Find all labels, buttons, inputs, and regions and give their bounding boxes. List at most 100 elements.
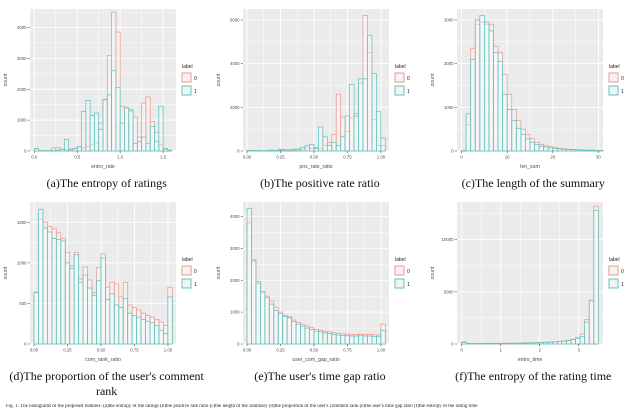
subplot-c-caption: (c)The length of the summary: [461, 176, 605, 190]
svg-text:1000: 1000: [17, 261, 27, 266]
svg-text:entro_rate: entro_rate: [91, 164, 115, 170]
histogram-len-sum-plot: 0 1000 2000 3000 0 10 20 30 len_sum count label 0 1: [427, 3, 640, 175]
histogram-pos-rate-ratio-plot: 0 2000 4000 6000 0.00 0.25 0.50 0.75 1.00 pos_rat…: [213, 3, 426, 175]
svg-text:count: count: [3, 73, 9, 86]
svg-text:1: 1: [194, 282, 197, 288]
svg-text:3: 3: [577, 348, 580, 353]
svg-text:0: 0: [407, 76, 410, 82]
svg-text:0: 0: [621, 269, 624, 275]
svg-text:0.00: 0.00: [243, 348, 252, 353]
histogram-svg: 0 500 1000 1500 0.00 0.25 0.50 0.75 1.00 com_rank…: [3, 202, 197, 363]
svg-text:pos_rate_ratio: pos_rate_ratio: [300, 164, 333, 170]
svg-text:0: 0: [24, 342, 27, 347]
svg-text:0.50: 0.50: [310, 348, 319, 353]
svg-text:com_rank_ratio: com_rank_ratio: [85, 357, 121, 363]
svg-text:1000: 1000: [17, 118, 27, 123]
svg-text:1: 1: [407, 89, 410, 95]
svg-text:5000: 5000: [444, 290, 454, 295]
histogram-svg: 0 2000 4000 6000 0.00 0.25 0.50 0.75 1.00 pos_rat…: [216, 9, 410, 170]
subplot-a: 0 1000 2000 3000 4000 0.0 0.5 1.0 1.5 entro_rate c…: [0, 3, 213, 190]
svg-text:1000: 1000: [444, 105, 454, 110]
svg-text:0.75: 0.75: [130, 348, 139, 353]
svg-text:30: 30: [596, 155, 601, 160]
svg-text:1: 1: [407, 282, 410, 288]
svg-text:0.25: 0.25: [277, 155, 286, 160]
histogram-grid: 0 1000 2000 3000 4000 0.0 0.5 1.0 1.5 entro_rate c…: [0, 3, 640, 398]
svg-text:3000: 3000: [17, 56, 27, 61]
histogram-entro-time-plot: 0 5000 10000 0 1 2 3 entro_time count label 0 1: [427, 196, 640, 368]
subplot-c: 0 1000 2000 3000 0 10 20 30 len_sum count label 0 1 …: [427, 3, 640, 190]
svg-text:label: label: [182, 257, 193, 263]
histogram-user-com-gap-ratio-plot: 0 1000 2000 3000 4000 0.00 0.25 0.50 0.75 1.00 use…: [213, 196, 426, 368]
svg-text:len_sum: len_sum: [520, 164, 540, 170]
svg-text:4000: 4000: [230, 214, 240, 219]
svg-text:1.0: 1.0: [117, 155, 124, 160]
svg-text:0: 0: [460, 348, 463, 353]
svg-text:2: 2: [538, 348, 541, 353]
svg-text:0.50: 0.50: [310, 155, 319, 160]
subplot-a-caption: (a)The entropy of ratings: [46, 176, 167, 190]
histogram-entro-rate-plot: 0 1000 2000 3000 4000 0.0 0.5 1.0 1.5 entro_rate c…: [0, 3, 213, 175]
svg-text:20: 20: [550, 155, 555, 160]
svg-text:2000: 2000: [17, 87, 27, 92]
svg-text:1000: 1000: [230, 310, 240, 315]
svg-text:1.5: 1.5: [160, 155, 167, 160]
svg-text:0.25: 0.25: [63, 348, 72, 353]
svg-text:4000: 4000: [17, 25, 27, 30]
svg-text:0: 0: [237, 149, 240, 154]
svg-text:1: 1: [621, 89, 624, 95]
svg-text:2000: 2000: [230, 105, 240, 110]
svg-text:label: label: [395, 257, 406, 263]
svg-text:count: count: [430, 73, 436, 86]
svg-text:0: 0: [407, 269, 410, 275]
svg-text:3000: 3000: [444, 18, 454, 23]
svg-text:0: 0: [194, 76, 197, 82]
svg-text:count: count: [216, 73, 222, 86]
subplot-d-caption: (d)The proportion of the user's comment …: [9, 369, 204, 398]
svg-text:2000: 2000: [444, 61, 454, 66]
subplot-e-caption: (e)The user's time gap ratio: [254, 369, 386, 384]
svg-text:1.00: 1.00: [377, 348, 386, 353]
svg-text:count: count: [3, 266, 9, 279]
svg-text:0.00: 0.00: [243, 155, 252, 160]
figure-caption: Fig. 1. The histograms of the proposed f…: [6, 404, 478, 410]
svg-text:0: 0: [194, 269, 197, 275]
svg-text:4000: 4000: [230, 61, 240, 66]
svg-text:entro_time: entro_time: [517, 357, 542, 363]
svg-text:label: label: [395, 64, 406, 70]
svg-text:1.00: 1.00: [164, 348, 173, 353]
svg-text:0.0: 0.0: [31, 155, 38, 160]
subplot-b: 0 2000 4000 6000 0.00 0.25 0.50 0.75 1.00 pos_rat…: [213, 3, 426, 190]
svg-text:0.5: 0.5: [74, 155, 81, 160]
svg-text:0.25: 0.25: [277, 348, 286, 353]
subplot-d: 0 500 1000 1500 0.00 0.25 0.50 0.75 1.00 com_rank…: [0, 196, 213, 398]
svg-text:1: 1: [621, 282, 624, 288]
svg-text:label: label: [609, 64, 620, 70]
subplot-f: 0 5000 10000 0 1 2 3 entro_time count label 0 1 (f)…: [427, 196, 640, 398]
svg-text:1.00: 1.00: [377, 155, 386, 160]
subplot-b-caption: (b)The positive rate ratio: [260, 176, 380, 190]
svg-text:2000: 2000: [230, 278, 240, 283]
svg-text:0: 0: [451, 342, 454, 347]
svg-text:0: 0: [621, 76, 624, 82]
svg-text:label: label: [182, 64, 193, 70]
svg-text:0.50: 0.50: [97, 348, 106, 353]
svg-text:1: 1: [499, 348, 502, 353]
svg-text:3000: 3000: [230, 246, 240, 251]
svg-text:count: count: [430, 266, 436, 279]
svg-text:0.75: 0.75: [344, 155, 353, 160]
svg-text:count: count: [216, 266, 222, 279]
svg-text:label: label: [609, 257, 620, 263]
histogram-svg: 0 1000 2000 3000 4000 0.0 0.5 1.0 1.5 entro_rate c…: [3, 9, 197, 170]
histogram-com-rank-ratio-plot: 0 500 1000 1500 0.00 0.25 0.50 0.75 1.00 com_rank…: [0, 196, 213, 368]
subplot-f-caption: (f)The entropy of the rating time: [455, 369, 612, 384]
svg-text:0: 0: [24, 149, 27, 154]
svg-text:0: 0: [237, 342, 240, 347]
svg-text:10: 10: [504, 155, 509, 160]
svg-text:0: 0: [460, 155, 463, 160]
histogram-svg: 0 1000 2000 3000 4000 0.00 0.25 0.50 0.75 1.00 use…: [216, 202, 410, 363]
svg-text:500: 500: [19, 301, 27, 306]
